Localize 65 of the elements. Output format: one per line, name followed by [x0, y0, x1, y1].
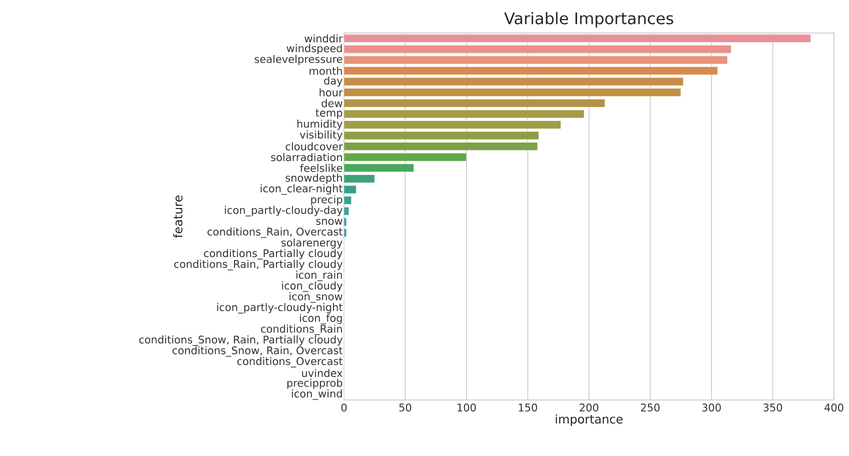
bar [344, 34, 811, 43]
bar [344, 174, 375, 183]
y-tick-label: precip [311, 195, 342, 206]
y-tick-label: visibility [300, 130, 342, 141]
bar [344, 120, 561, 129]
bar [344, 88, 682, 97]
y-tick-label: cloudcover [286, 142, 343, 150]
bar [344, 131, 539, 140]
y-tick-label: feelslike [300, 164, 342, 172]
y-tick-label: uvindex [302, 368, 342, 378]
x-tick-label: 150 [518, 404, 538, 412]
bar [344, 164, 414, 172]
bar [344, 185, 356, 194]
y-tick-label: month [310, 66, 342, 75]
bar [344, 218, 347, 226]
y-tick-label: winddir [304, 34, 343, 42]
x-tick-label: 100 [458, 404, 476, 412]
y-tick-label: conditions_Partially cloudy [204, 249, 343, 260]
y-tick-label: humidity [297, 120, 342, 130]
y-tick-label: sealevelpressure [254, 54, 342, 66]
x-tick-label: 0 [341, 404, 347, 412]
y-tick-label: icon_cloudy [282, 281, 343, 292]
bar [344, 77, 684, 86]
y-tick-label: dew [322, 99, 342, 108]
x-axis-title: importance [556, 414, 623, 426]
y-tick-label: icon_snow [290, 292, 342, 303]
y-tick-label: icon_partly-cloudy-day [224, 206, 343, 216]
y-tick-label: day [324, 76, 342, 87]
y-tick-label: conditions_Rain, Overcast [208, 227, 343, 238]
y-tick-label: icon_rain [296, 270, 342, 282]
bar [344, 66, 718, 75]
y-tick-label: conditions_Rain, Partially cloudy [174, 260, 343, 270]
bar [344, 56, 728, 64]
bar [344, 99, 606, 108]
y-tick-label: icon_partly-cloudy-night [217, 303, 343, 314]
chart-title: Variable Importances [504, 12, 674, 28]
y-tick-label: hour [320, 88, 343, 96]
bar [344, 196, 352, 204]
y-tick-label: solarenergy [281, 238, 342, 249]
y-tick-label: snowdepth [286, 174, 342, 184]
x-tick-label: 350 [764, 404, 782, 412]
y-tick-label: temp [316, 109, 342, 119]
y-tick-label: conditions_Overcast [237, 357, 343, 368]
bar [344, 228, 347, 237]
y-tick-label: icon_clear-night [260, 184, 343, 195]
y-tick-label: solarradiation [271, 153, 342, 162]
y-tick-label: conditions_Rain [261, 324, 342, 336]
y-tick-label: conditions_Snow, Rain, Partially cloudy [139, 335, 343, 346]
x-tick-label: 400 [824, 404, 844, 412]
y-tick-label: icon_wind [292, 389, 342, 400]
y-axis-title: feature [173, 195, 182, 238]
x-tick-label: 300 [702, 404, 721, 412]
x-tick-label: 250 [641, 404, 660, 412]
bar [344, 142, 538, 150]
x-tick-label: 50 [399, 404, 412, 412]
y-tick-label: conditions_Snow, Rain, Overcast [172, 346, 343, 357]
y-tick-label: icon_fog [300, 314, 342, 324]
x-tick-label: 200 [580, 404, 598, 412]
bar [344, 152, 467, 162]
bar [344, 206, 350, 216]
y-tick-label: snow [316, 218, 342, 225]
bar [344, 110, 584, 118]
y-tick-label: windspeed [286, 44, 342, 54]
bar [344, 45, 732, 54]
y-tick-label: precipprob [287, 378, 342, 389]
